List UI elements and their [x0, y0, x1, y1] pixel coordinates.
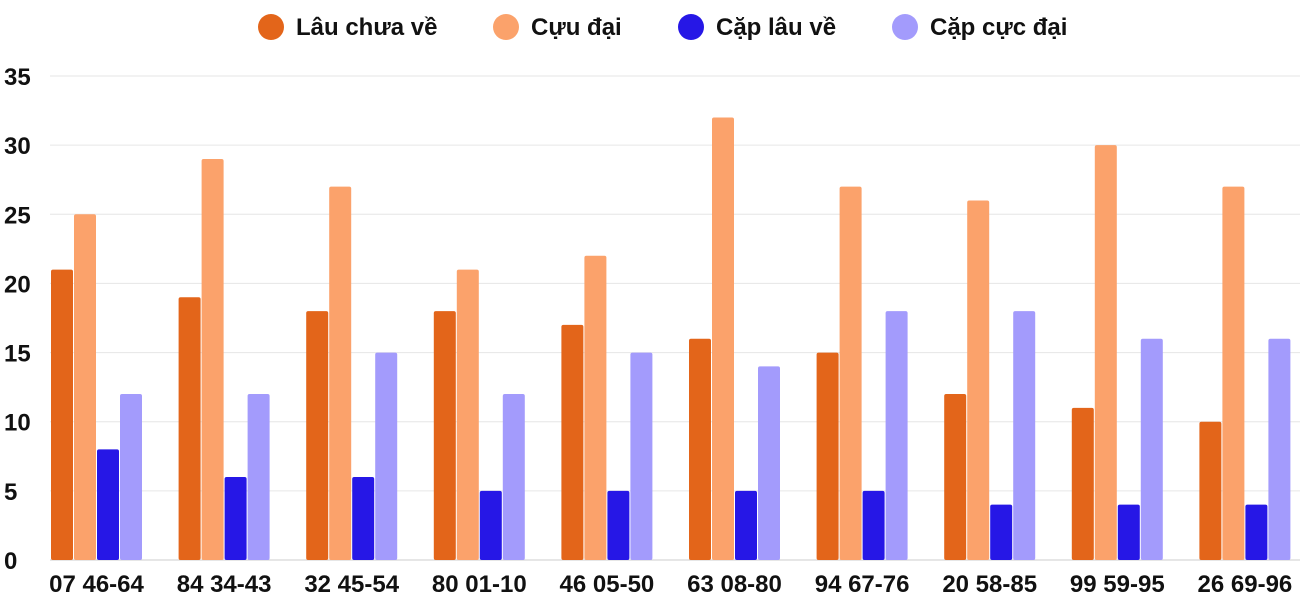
legend-label: Cặp cực đại — [930, 14, 1067, 41]
y-tick-label: 15 — [4, 341, 31, 368]
legend-label: Lâu chưa về — [296, 14, 437, 41]
bar-cựu-đại-6 — [839, 186, 862, 560]
bar-cựu-đại-3 — [456, 269, 479, 560]
bar-cựu-đại-2 — [329, 186, 352, 560]
bar-cặp-cực-đại-4 — [630, 352, 653, 560]
legend-swatch — [493, 14, 519, 40]
bar-lâu-chưa-về-5 — [689, 338, 711, 560]
bar-cặp-cực-đại-6 — [885, 311, 908, 560]
bar-lâu-chưa-về-8 — [1071, 407, 1094, 560]
bars — [51, 117, 1291, 561]
y-tick-label: 0 — [4, 548, 17, 575]
bar-cặp-lâu-về-4 — [607, 490, 630, 560]
bar-cặp-lâu-về-7 — [990, 504, 1013, 560]
y-tick-label: 20 — [4, 271, 31, 298]
y-tick-label: 10 — [4, 410, 31, 437]
bar-cặp-lâu-về-3 — [479, 490, 502, 560]
bar-cựu-đại-8 — [1094, 145, 1117, 560]
x-tick-label: 26 69-96 — [1198, 571, 1293, 598]
x-tick-label: 07 46-64 — [49, 571, 144, 598]
bar-lâu-chưa-về-2 — [306, 311, 329, 560]
bar-cựu-đại-9 — [1222, 186, 1245, 560]
y-tick-label: 5 — [4, 479, 17, 506]
x-tick-label: 32 45-54 — [304, 571, 399, 598]
bar-cặp-lâu-về-2 — [352, 477, 375, 560]
bar-cựu-đại-1 — [201, 158, 224, 560]
bar-cặp-lâu-về-1 — [224, 477, 247, 560]
bar-cựu-đại-4 — [584, 255, 607, 560]
bar-cựu-đại-7 — [967, 200, 990, 560]
bar-cựu-đại-5 — [712, 117, 734, 560]
legend-swatch — [678, 14, 704, 40]
bar-cặp-cực-đại-2 — [375, 352, 398, 560]
bar-cặp-lâu-về-5 — [735, 490, 757, 560]
legend: Lâu chưa về Cựu đại Cặp lâu về Cặp cực đại — [258, 14, 1067, 41]
y-axis-ticks: 0 5 10 15 20 25 30 35 — [4, 64, 31, 575]
x-tick-label: 80 01-10 — [432, 571, 527, 598]
y-tick-label: 35 — [4, 64, 31, 91]
bar-cặp-cực-đại-5 — [758, 366, 780, 560]
bar-cặp-cực-đại-1 — [247, 394, 270, 560]
bar-cặp-cực-đại-0 — [120, 394, 142, 560]
bar-cặp-lâu-về-0 — [97, 449, 119, 560]
bar-cặp-lâu-về-8 — [1117, 504, 1140, 560]
legend-label: Cặp lâu về — [716, 14, 836, 41]
bar-cặp-cực-đại-9 — [1268, 338, 1291, 560]
bar-cặp-cực-đại-3 — [502, 394, 525, 560]
bar-lâu-chưa-về-4 — [561, 324, 584, 560]
bar-cặp-lâu-về-9 — [1245, 504, 1268, 560]
x-axis-ticks: 07 46-64 84 34-43 32 45-54 80 01-10 46 05-50… — [49, 571, 1292, 598]
x-tick-label: 84 34-43 — [177, 571, 272, 598]
x-tick-label: 99 59-95 — [1070, 571, 1165, 598]
bar-lâu-chưa-về-7 — [944, 394, 967, 560]
x-tick-label: 46 05-50 — [560, 571, 655, 598]
bar-lâu-chưa-về-6 — [816, 352, 839, 560]
legend-swatch — [258, 14, 284, 40]
bar-lâu-chưa-về-0 — [51, 269, 73, 560]
bar-lâu-chưa-về-9 — [1199, 421, 1222, 560]
legend-label: Cựu đại — [531, 14, 622, 41]
bar-lâu-chưa-về-1 — [178, 297, 201, 560]
x-tick-label: 94 67-76 — [815, 571, 910, 598]
x-tick-label: 20 58-85 — [942, 571, 1037, 598]
y-tick-label: 30 — [4, 133, 31, 160]
bar-lâu-chưa-về-3 — [433, 311, 456, 560]
x-tick-label: 63 08-80 — [687, 571, 782, 598]
bar-cặp-lâu-về-6 — [862, 490, 885, 560]
bar-cặp-cực-đại-7 — [1013, 311, 1036, 560]
legend-swatch — [892, 14, 918, 40]
bar-cựu-đại-0 — [74, 214, 96, 561]
y-tick-label: 25 — [4, 202, 31, 229]
bar-cặp-cực-đại-8 — [1140, 338, 1163, 560]
